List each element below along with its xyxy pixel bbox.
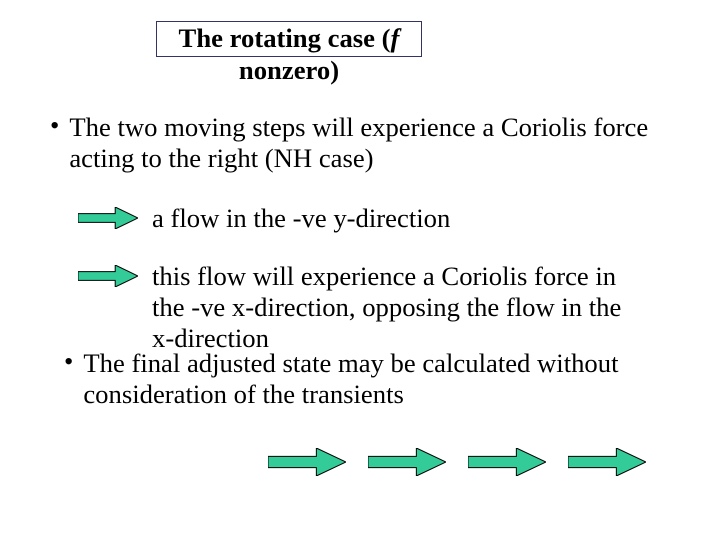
bullet-text: The two moving steps will experience a C… [69,112,660,174]
arrow-line-2: this flow will experience a Coriolis for… [78,261,622,354]
arrow-icon [568,448,646,476]
arrow-icon [268,448,346,476]
arrow-line-text: a flow in the -ve y-direction [152,203,592,234]
title-prefix: The rotating case ( [179,23,391,53]
bullet-1: • The two moving steps will experience a… [50,112,660,174]
bullet-dot: • [64,348,73,375]
decorative-arrows [268,448,646,476]
bullet-text: The final adjusted state may be calculat… [83,348,634,410]
arrow-icon [78,265,138,287]
arrow-line-text: this flow will experience a Coriolis for… [152,261,622,354]
arrow-icon [468,448,546,476]
bullet-2: • The final adjusted state may be calcul… [64,348,634,410]
title-var: f [391,23,400,53]
title-suffix: nonzero) [239,55,339,85]
bullet-dot: • [50,112,59,139]
title-box: The rotating case (f nonzero) [156,21,422,57]
arrow-icon [368,448,446,476]
arrow-line-1: a flow in the -ve y-direction [78,203,592,234]
slide: The rotating case (f nonzero) • The two … [0,0,720,540]
arrow-icon [78,207,138,229]
title-text: The rotating case (f nonzero) [157,22,421,86]
